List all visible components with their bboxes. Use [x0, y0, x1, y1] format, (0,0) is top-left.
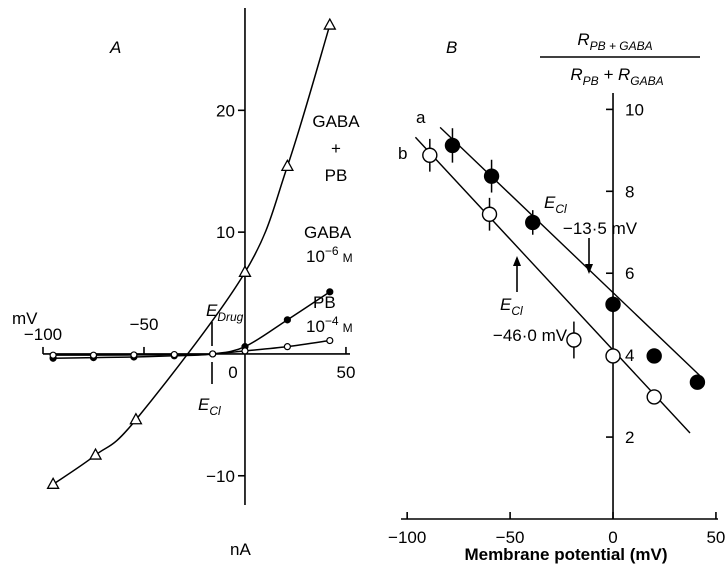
series-concentration: 10−6 M [306, 244, 353, 266]
marker [89, 351, 98, 359]
marker [444, 137, 461, 154]
annotation-part: E [198, 395, 210, 414]
panel-title: B [446, 38, 457, 57]
x-tick-label: −50 [130, 315, 159, 334]
marker [566, 332, 582, 348]
series-label: PB [313, 293, 336, 312]
annotation-part: E [500, 295, 512, 314]
annotation-part: Drug [217, 310, 243, 324]
y-axis-label-part: PB + GABA [590, 39, 653, 53]
annotation: EDrug [206, 301, 244, 324]
x-axis-label: Membrane potential (mV) [464, 545, 667, 564]
x-tick-label: 0 [608, 528, 617, 547]
x-axis-label: mV [12, 309, 38, 328]
fit-line [414, 136, 691, 434]
series-concentration-part: −6 [325, 244, 339, 258]
annotation-part: E [206, 301, 218, 320]
marker [326, 336, 334, 345]
series-label: GABA [312, 112, 360, 131]
marker [241, 347, 249, 355]
marker [422, 147, 438, 163]
y-axis-label: RPB + GABA [577, 30, 652, 53]
y-axis-label-part: PB [583, 74, 599, 88]
series-label: a [416, 108, 426, 127]
marker [129, 412, 143, 425]
x-tick-label: 50 [706, 528, 725, 547]
annotation: −46·0 mV [493, 326, 568, 345]
series-label: PB [325, 166, 348, 185]
y-tick-label: 2 [625, 428, 634, 447]
annotation-part: Cl [209, 404, 221, 418]
x-tick-label: −50 [496, 528, 525, 547]
marker [238, 264, 252, 277]
y-tick-label: 10 [216, 223, 235, 242]
annotation-part: Cl [555, 202, 567, 216]
x-tick-label: −100 [388, 528, 426, 547]
series-concentration-part: M [343, 321, 353, 335]
arrowhead-b [513, 256, 521, 266]
panel-title: A [109, 38, 121, 57]
marker [283, 343, 291, 351]
series-label: b [398, 144, 407, 163]
marker [280, 159, 294, 172]
series-line [52, 24, 331, 485]
marker [46, 476, 60, 489]
marker [323, 17, 337, 30]
marker [88, 447, 103, 460]
marker [689, 374, 706, 390]
series-concentration-part: 10 [306, 247, 325, 266]
annotation: ECl [544, 193, 567, 216]
marker [130, 351, 138, 359]
fit-line [439, 126, 700, 376]
y-axis-label-part: R [570, 65, 582, 84]
series-concentration-part: M [343, 251, 353, 265]
y-axis-label-part: GABA [630, 74, 663, 88]
marker [49, 351, 57, 359]
y-tick-label: 10 [625, 100, 644, 119]
marker [209, 350, 217, 358]
annotation-part: Cl [511, 304, 523, 318]
annotation: ECl [198, 395, 221, 418]
annotation: ECl [500, 295, 523, 318]
x-tick-label: −100 [24, 325, 62, 344]
marker [483, 168, 500, 184]
marker [646, 389, 662, 405]
marker [326, 288, 334, 296]
y-tick-label: 6 [625, 264, 634, 283]
y-tick-label: −10 [206, 467, 235, 486]
annotation-part: E [544, 193, 556, 212]
x-tick-label: 50 [336, 363, 355, 382]
marker [170, 350, 178, 359]
marker [525, 214, 541, 231]
series-concentration-part: 10 [306, 317, 325, 336]
y-axis-label: nA [230, 540, 251, 559]
marker [646, 348, 662, 364]
marker [605, 296, 621, 313]
series-label: GABA [304, 223, 352, 242]
marker [481, 206, 498, 222]
marker [283, 316, 291, 324]
marker [605, 348, 621, 364]
series-label: + [331, 139, 341, 158]
x-tick-label: 0 [228, 363, 237, 382]
y-axis-label: RPB + RGABA [570, 65, 663, 88]
y-axis-label-part: R [577, 30, 589, 49]
y-tick-label: 4 [625, 346, 634, 365]
y-tick-label: 8 [625, 182, 634, 201]
y-axis-label-part: + R [599, 65, 631, 84]
annotation: −13·5 mV [563, 219, 638, 238]
series-concentration-part: −4 [325, 314, 339, 328]
y-tick-label: 20 [216, 101, 235, 120]
series-concentration: 10−4 M [306, 314, 353, 336]
